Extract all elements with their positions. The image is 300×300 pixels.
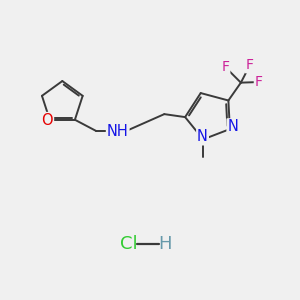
Text: NH: NH — [107, 124, 129, 139]
Text: F: F — [246, 58, 254, 72]
Text: F: F — [255, 75, 263, 89]
Text: N: N — [197, 130, 208, 145]
Text: Cl: Cl — [120, 235, 138, 253]
Text: F: F — [221, 60, 230, 74]
Text: O: O — [42, 113, 53, 128]
Text: H: H — [158, 235, 172, 253]
Text: N: N — [227, 119, 238, 134]
